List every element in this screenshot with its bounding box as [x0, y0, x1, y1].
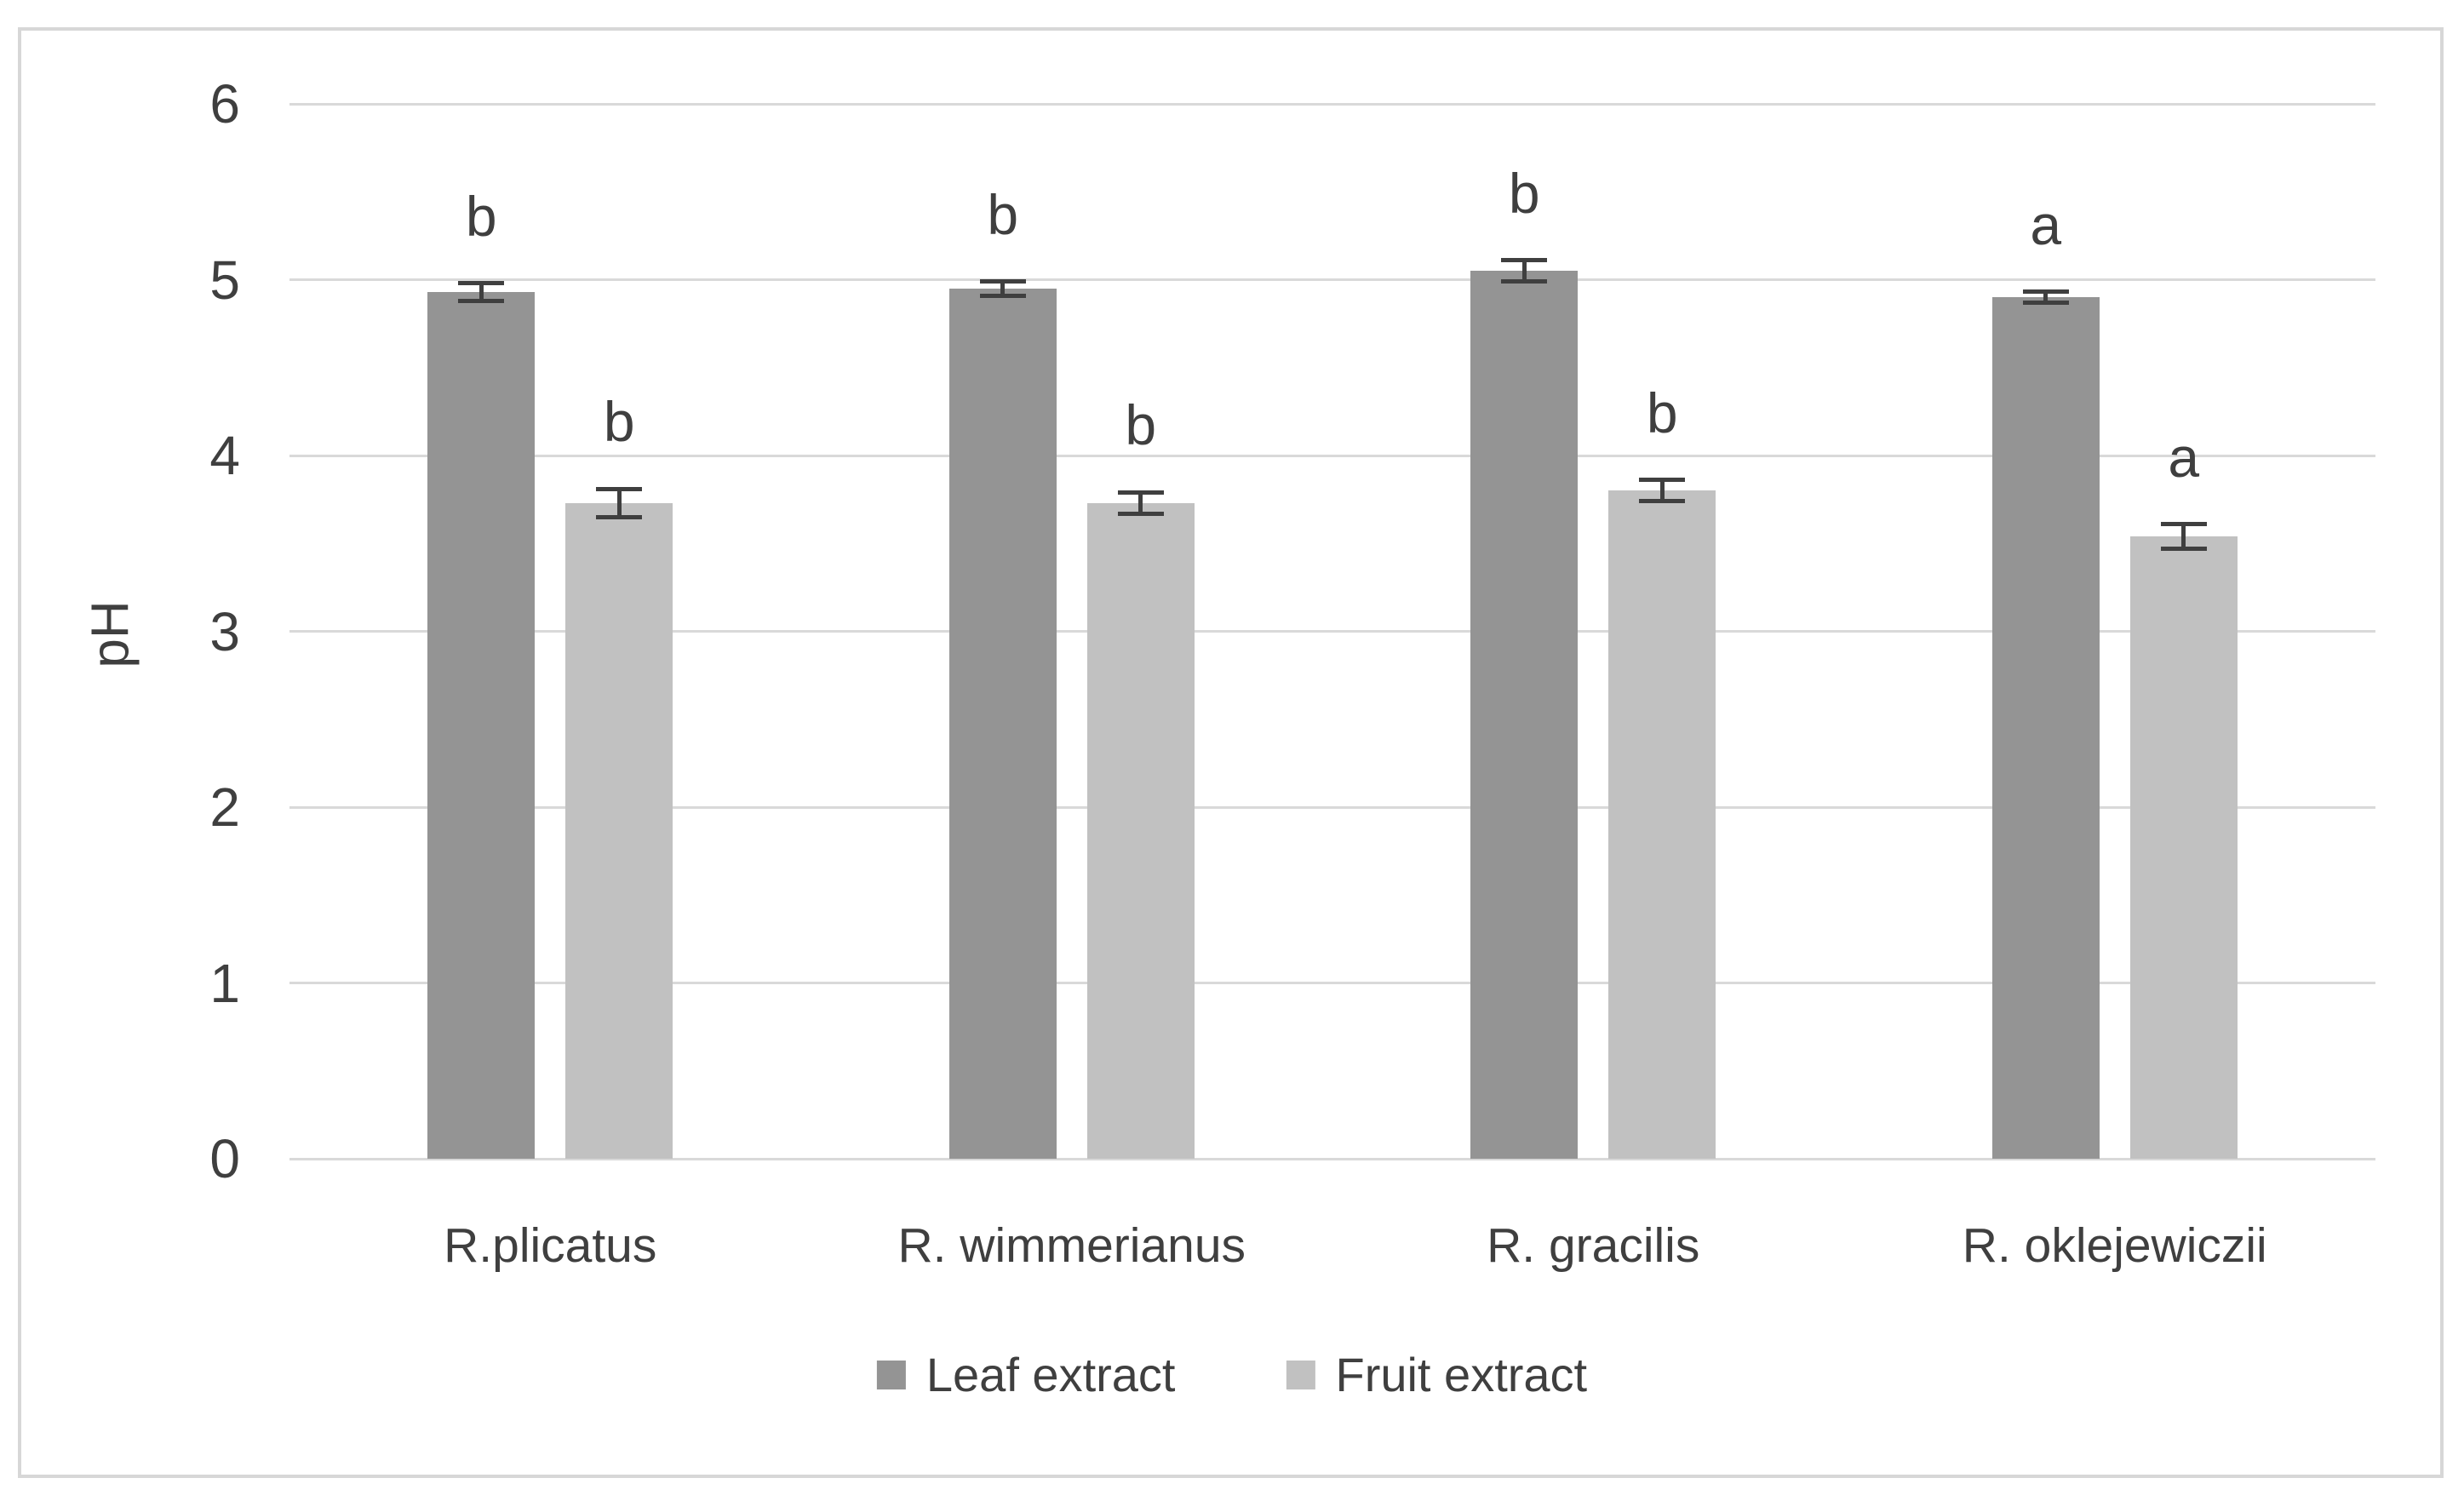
- bar-leaf-extract: [948, 288, 1057, 1159]
- error-bar-cap: [1501, 258, 1548, 263]
- y-axis-title: pH: [81, 600, 140, 668]
- error-bar-cap: [596, 486, 643, 491]
- error-bar-cap: [1639, 499, 1686, 504]
- legend: Leaf extract Fruit extract: [876, 1347, 1587, 1402]
- bar-fruit-extract: [1608, 490, 1716, 1159]
- y-tick-label: 0: [209, 1128, 240, 1189]
- bar-fruit-extract: [1086, 502, 1195, 1159]
- significance-letter: b: [1646, 381, 1678, 444]
- significance-letter: b: [987, 182, 1019, 246]
- y-tick-label: 5: [209, 249, 240, 311]
- error-bar-cap: [458, 298, 505, 303]
- error-bar-cap: [1117, 490, 1164, 495]
- error-bar-cap: [596, 514, 643, 519]
- error-bar-cap: [2022, 300, 2069, 305]
- bar-fruit-extract: [565, 502, 673, 1159]
- error-bar-cap: [1117, 511, 1164, 516]
- error-bar: [616, 489, 622, 518]
- error-bar: [1000, 281, 1006, 296]
- significance-letter: b: [1125, 393, 1157, 457]
- error-bar: [478, 283, 484, 301]
- y-tick-label: 1: [209, 952, 240, 1014]
- gridline: [289, 630, 2375, 633]
- y-tick-label: 4: [209, 425, 240, 486]
- error-bar-cap: [2160, 522, 2207, 527]
- error-bar-cap: [2022, 289, 2069, 295]
- error-bar: [1521, 260, 1527, 282]
- x-category-label: R.plicatus: [444, 1218, 657, 1273]
- x-category-label: R. oklejewiczii: [1962, 1218, 2267, 1273]
- legend-item-leaf-extract: Leaf extract: [876, 1347, 1176, 1402]
- significance-letter: b: [603, 390, 635, 454]
- error-bar-cap: [2160, 546, 2207, 551]
- bar-leaf-extract: [1991, 297, 2100, 1159]
- legend-item-fruit-extract: Fruit extract: [1286, 1347, 1587, 1402]
- gridline: [289, 1157, 2375, 1160]
- gridline: [289, 982, 2375, 984]
- bar-leaf-extract: [427, 291, 536, 1159]
- x-category-label: R. wimmerianus: [897, 1218, 1246, 1273]
- gridline: [289, 278, 2375, 281]
- significance-letter: b: [1508, 161, 1540, 225]
- error-bar-cap: [979, 293, 1026, 298]
- y-tick-label: 2: [209, 776, 240, 838]
- significance-letter: a: [2030, 192, 2062, 256]
- x-category-label: R. gracilis: [1487, 1218, 1700, 1273]
- legend-swatch-fruit-extract: [1286, 1360, 1315, 1389]
- gridline: [289, 454, 2375, 457]
- error-bar: [2181, 524, 2186, 549]
- significance-letter: b: [465, 184, 497, 248]
- error-bar: [2043, 291, 2049, 303]
- legend-label: Leaf extract: [925, 1348, 1176, 1401]
- gridline: [289, 805, 2375, 809]
- y-tick-label: 3: [209, 600, 240, 662]
- bar-fruit-extract: [2129, 536, 2238, 1159]
- error-bar: [1138, 492, 1143, 514]
- y-tick-label: 6: [209, 73, 240, 135]
- error-bar-cap: [458, 281, 505, 286]
- bar-leaf-extract: [1470, 271, 1579, 1159]
- error-bar-cap: [1639, 478, 1686, 483]
- gridline: [289, 102, 2375, 106]
- error-bar: [1659, 479, 1665, 501]
- legend-label: Fruit extract: [1335, 1348, 1588, 1401]
- significance-letter: a: [2168, 425, 2200, 489]
- legend-swatch-leaf-extract: [876, 1360, 906, 1389]
- error-bar-cap: [1501, 279, 1548, 284]
- error-bar-cap: [979, 279, 1026, 284]
